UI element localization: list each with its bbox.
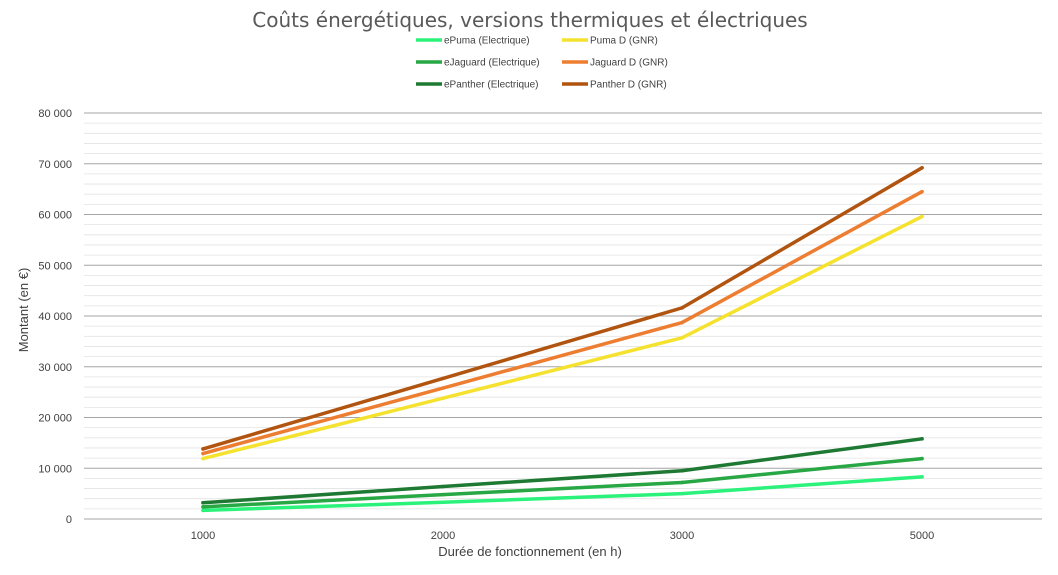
legend: ePuma (Electrique) eJaguard (Electrique) e… bbox=[416, 36, 668, 91]
y-tick-label: 70 000 bbox=[38, 159, 72, 171]
x-tick-label: 1000 bbox=[191, 530, 215, 542]
y-axis-label: Montant (en €) bbox=[16, 268, 31, 353]
data-point bbox=[680, 480, 684, 485]
data-point bbox=[201, 505, 205, 509]
chart-title: Coûts énergétiques, versions thermiques … bbox=[252, 8, 807, 32]
y-tick-label: 40 000 bbox=[38, 311, 72, 323]
x-tick-label: 5000 bbox=[910, 530, 934, 542]
legend-item: Puma D (GNR) bbox=[562, 36, 658, 47]
series-line-3 bbox=[201, 214, 924, 461]
legend-label: Panther D (GNR) bbox=[590, 80, 667, 91]
data-point bbox=[920, 456, 924, 461]
data-point bbox=[201, 447, 205, 451]
y-axis-ticks: 0 10 000 20 000 30 000 40 000 50 000 60 000 70 … bbox=[38, 108, 72, 526]
data-point bbox=[680, 320, 684, 325]
data-point bbox=[201, 508, 205, 513]
legend-item: ePuma (Electrique) bbox=[416, 36, 530, 47]
data-point bbox=[680, 336, 684, 340]
data-point bbox=[441, 376, 445, 381]
series-layer bbox=[201, 166, 924, 513]
legend-label: ePuma (Electrique) bbox=[444, 36, 530, 47]
legend-item: eJaguard (Electrique) bbox=[416, 58, 540, 69]
data-point bbox=[920, 189, 924, 194]
data-point bbox=[920, 166, 924, 170]
data-point bbox=[680, 468, 684, 473]
legend-label: Jaguard D (GNR) bbox=[590, 58, 668, 69]
legend-label: ePanther (Electrique) bbox=[444, 80, 539, 91]
series-line-1 bbox=[201, 456, 924, 509]
legend-item: ePanther (Electrique) bbox=[416, 80, 539, 91]
data-point bbox=[201, 456, 205, 461]
x-axis-ticks: 1000 2000 3000 5000 bbox=[191, 530, 934, 542]
series-line-0 bbox=[201, 475, 924, 513]
series-line-2 bbox=[201, 437, 924, 505]
x-axis-label: Durée de fonctionnement (en h) bbox=[438, 544, 622, 559]
data-point bbox=[680, 306, 684, 310]
data-point bbox=[920, 475, 924, 479]
legend-item: Panther D (GNR) bbox=[562, 80, 667, 91]
y-tick-label: 10 000 bbox=[38, 463, 72, 475]
y-tick-label: 60 000 bbox=[38, 210, 72, 222]
gridlines bbox=[84, 112, 1042, 520]
y-tick-label: 80 000 bbox=[38, 108, 72, 120]
series-line-4 bbox=[201, 189, 924, 456]
legend-item: Jaguard D (GNR) bbox=[562, 58, 668, 69]
data-point bbox=[920, 214, 924, 219]
x-tick-label: 3000 bbox=[670, 530, 694, 542]
legend-label: Puma D (GNR) bbox=[590, 36, 658, 47]
data-point bbox=[201, 500, 205, 505]
data-point bbox=[441, 396, 445, 401]
x-tick-label: 2000 bbox=[431, 530, 455, 542]
data-point bbox=[201, 451, 205, 456]
legend-label: eJaguard (Electrique) bbox=[444, 58, 540, 69]
data-point bbox=[441, 484, 445, 489]
y-tick-label: 50 000 bbox=[38, 260, 72, 272]
y-tick-label: 30 000 bbox=[38, 362, 72, 374]
data-point bbox=[920, 437, 924, 441]
series-line-5 bbox=[201, 166, 924, 451]
data-point bbox=[441, 386, 445, 390]
data-point bbox=[441, 492, 445, 497]
data-point bbox=[680, 491, 684, 496]
y-tick-label: 0 bbox=[66, 514, 72, 526]
data-point bbox=[441, 500, 445, 505]
y-tick-label: 20 000 bbox=[38, 413, 72, 425]
